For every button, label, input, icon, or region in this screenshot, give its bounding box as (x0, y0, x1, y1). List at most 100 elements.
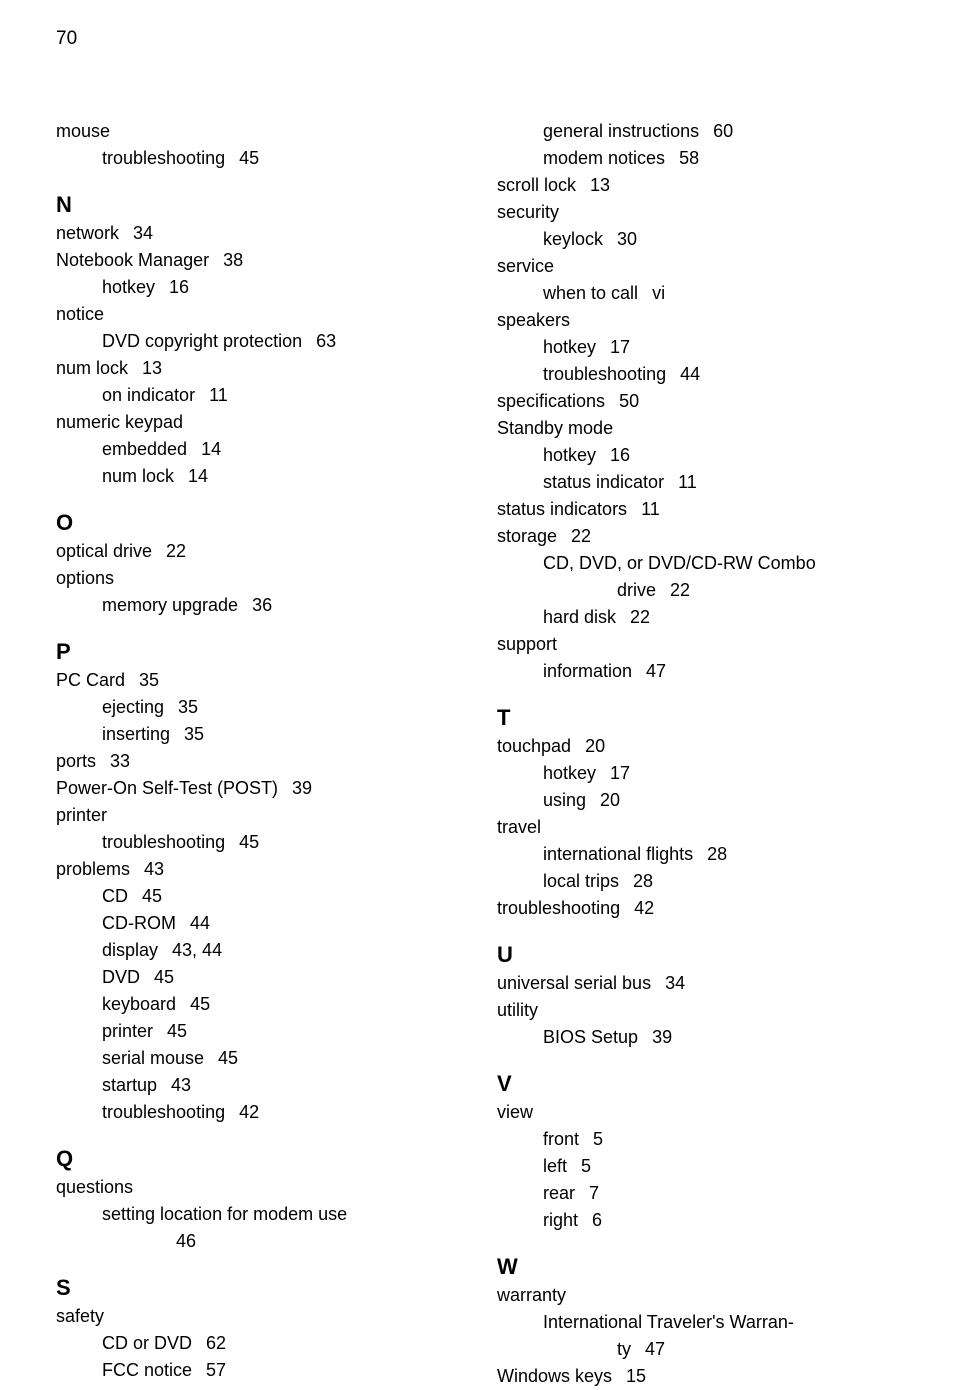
index-entry: Standby mode (497, 415, 898, 442)
index-entry-text: network (56, 223, 119, 243)
index-entry: inserting35 (56, 721, 457, 748)
index-page-ref: 11 (209, 385, 228, 405)
index-page-ref: 20 (600, 790, 620, 810)
index-page-ref: 22 (166, 541, 186, 561)
index-entry: drive22 (497, 577, 898, 604)
index-page-ref: 60 (713, 121, 733, 141)
index-entry-text: warranty (497, 1285, 566, 1305)
index-entry: ejecting35 (56, 694, 457, 721)
index-entry-text: Standby mode (497, 418, 613, 438)
index-entry-text: BIOS Setup (543, 1027, 638, 1047)
index-page-ref: 17 (610, 337, 630, 357)
index-entry-text: troubleshooting (102, 832, 225, 852)
index-page-ref: 14 (201, 439, 221, 459)
index-section-letter: O (56, 510, 457, 536)
index-page-ref: 58 (679, 148, 699, 168)
index-page-ref: 11 (641, 499, 660, 519)
index-entry: CD-ROM44 (56, 910, 457, 937)
index-entry-text: status indicators (497, 499, 627, 519)
index-page-ref: 45 (218, 1048, 238, 1068)
index-entry-text: Power-On Self-Test (POST) (56, 778, 278, 798)
index-page-ref: 45 (239, 832, 259, 852)
index-entry-text: problems (56, 859, 130, 879)
index-entry: mouse (56, 118, 457, 145)
index-entry-text: CD-ROM (102, 913, 176, 933)
index-entry: hard disk22 (497, 604, 898, 631)
index-entry: universal serial bus34 (497, 970, 898, 997)
index-page-ref: 42 (634, 898, 654, 918)
index-entry: touchpad20 (497, 733, 898, 760)
index-entry-text: international flights (543, 844, 693, 864)
index-entry: Windows keys15 (497, 1363, 898, 1390)
index-entry: front5 (497, 1126, 898, 1153)
index-entry-text: PC Card (56, 670, 125, 690)
index-entry-text: questions (56, 1177, 133, 1197)
index-page-ref: 42 (239, 1102, 259, 1122)
index-entry: keyboard45 (56, 991, 457, 1018)
index-entry-text: mouse (56, 121, 110, 141)
index-entry-text: Notebook Manager (56, 250, 209, 270)
right-column: general instructions60modem notices58scr… (497, 118, 898, 1390)
index-entry: troubleshooting 45 (56, 829, 457, 856)
index-entry: ports33 (56, 748, 457, 775)
index-entry-text: display (102, 940, 158, 960)
index-page-ref: 34 (133, 223, 153, 243)
index-page-ref: 16 (610, 445, 630, 465)
index-section-letter: T (497, 705, 898, 731)
index-entry: numeric keypad (56, 409, 457, 436)
index-page-ref: 47 (645, 1339, 665, 1359)
index-entry: printer45 (56, 1018, 457, 1045)
index-entry-text: optical drive (56, 541, 152, 561)
index-entry: security (497, 199, 898, 226)
index-page-ref: 33 (110, 751, 130, 771)
index-entry: left5 (497, 1153, 898, 1180)
index-entry: Notebook Manager38 (56, 247, 457, 274)
index-entry: utility (497, 997, 898, 1024)
index-page-ref: 13 (590, 175, 610, 195)
index-entry-text: right (543, 1210, 578, 1230)
index-page-ref: 13 (142, 358, 162, 378)
index-entry-text: printer (56, 805, 107, 825)
index-section-letter: V (497, 1071, 898, 1097)
index-entry: support (497, 631, 898, 658)
index-page-ref: 45 (190, 994, 210, 1014)
index-entry-text: touchpad (497, 736, 571, 756)
index-entry: status indicator11 (497, 469, 898, 496)
index-entry: setting location for modem use (56, 1201, 457, 1228)
index-page-ref: 5 (593, 1129, 603, 1149)
index-entry-text: information (543, 661, 632, 681)
index-entry-text: numeric keypad (56, 412, 183, 432)
index-entry: safety (56, 1303, 457, 1330)
index-entry: scroll lock 13 (497, 172, 898, 199)
index-entry-text: universal serial bus (497, 973, 651, 993)
index-entry: memory upgrade36 (56, 592, 457, 619)
index-entry-text: utility (497, 1000, 538, 1020)
index-entry-text: embedded (102, 439, 187, 459)
index-page-ref: 45 (142, 886, 162, 906)
index-entry: when to callvi (497, 280, 898, 307)
index-entry-text: CD or DVD (102, 1333, 192, 1353)
index-page-ref: 22 (670, 580, 690, 600)
index-entry-text: on indicator (102, 385, 195, 405)
index-section-letter: U (497, 942, 898, 968)
index-entry: CD or DVD62 (56, 1330, 457, 1357)
index-entry-text: notice (56, 304, 104, 324)
index-entry: storage22 (497, 523, 898, 550)
index-entry-text: view (497, 1102, 533, 1122)
index-entry-text: scroll lock (497, 175, 576, 195)
index-entry-text: International Traveler's Warran- (543, 1312, 794, 1332)
index-entry-text: ty (617, 1339, 631, 1359)
index-entry: notice (56, 301, 457, 328)
index-page-ref: 45 (167, 1021, 187, 1041)
index-page-ref: vi (652, 283, 665, 303)
index-entry-text: setting location for modem use (102, 1204, 347, 1224)
index-entry: hotkey16 (56, 274, 457, 301)
index-entry: speakers (497, 307, 898, 334)
index-section-letter: N (56, 192, 457, 218)
index-page-ref: 50 (619, 391, 639, 411)
index-section-letter: W (497, 1254, 898, 1280)
index-entry-text: general instructions (543, 121, 699, 141)
index-entry-text: left (543, 1156, 567, 1176)
index-page-ref: 45 (154, 967, 174, 987)
index-page-ref: 36 (252, 595, 272, 615)
